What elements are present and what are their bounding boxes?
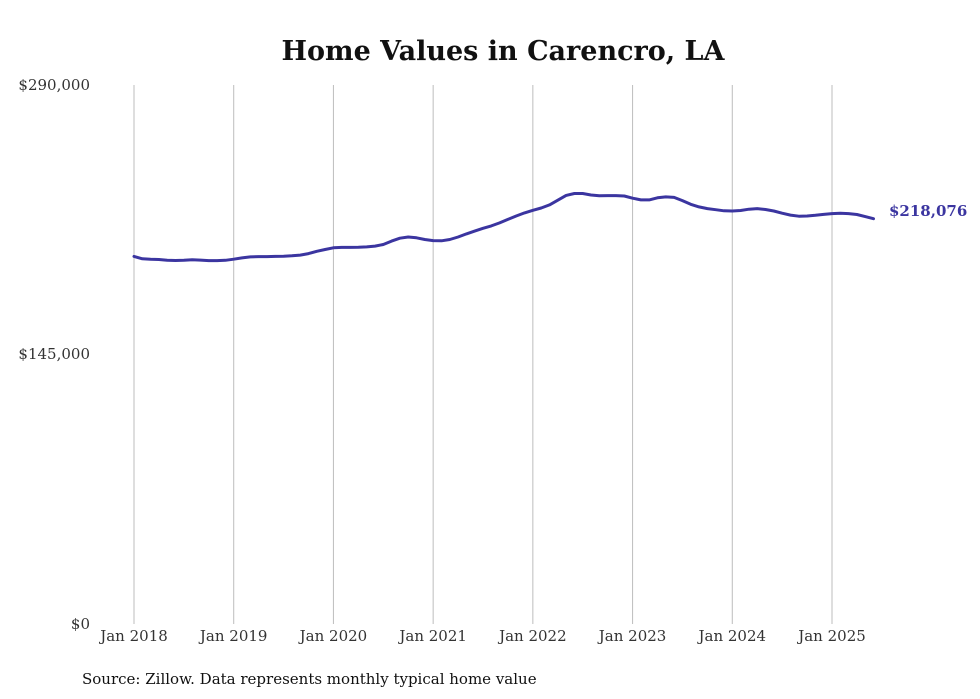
x-tick-label: Jan 2025 xyxy=(796,627,866,645)
source-note: Source: Zillow. Data represents monthly … xyxy=(82,670,537,688)
y-tick-label: $290,000 xyxy=(18,76,90,94)
chart-title: Home Values in Carencro, LA xyxy=(281,36,725,67)
y-axis: $290,000 $145,000 $0 xyxy=(18,76,90,633)
x-tick-label: Jan 2021 xyxy=(397,627,467,645)
x-tick-label: Jan 2020 xyxy=(298,627,368,645)
x-tick-label: Jan 2023 xyxy=(597,627,667,645)
end-value-label: $218,076 xyxy=(889,202,967,220)
x-axis: Jan 2018 Jan 2019 Jan 2020 Jan 2021 Jan 2022… xyxy=(98,627,866,645)
x-tick-label: Jan 2022 xyxy=(497,627,567,645)
x-tick-label: Jan 2019 xyxy=(198,627,268,645)
x-tick-label: Jan 2018 xyxy=(98,627,168,645)
series-line xyxy=(132,192,875,263)
x-tick-label: Jan 2024 xyxy=(697,627,767,645)
y-tick-label: $145,000 xyxy=(18,345,90,363)
gridlines xyxy=(133,85,833,624)
y-tick-label: $0 xyxy=(71,615,90,633)
